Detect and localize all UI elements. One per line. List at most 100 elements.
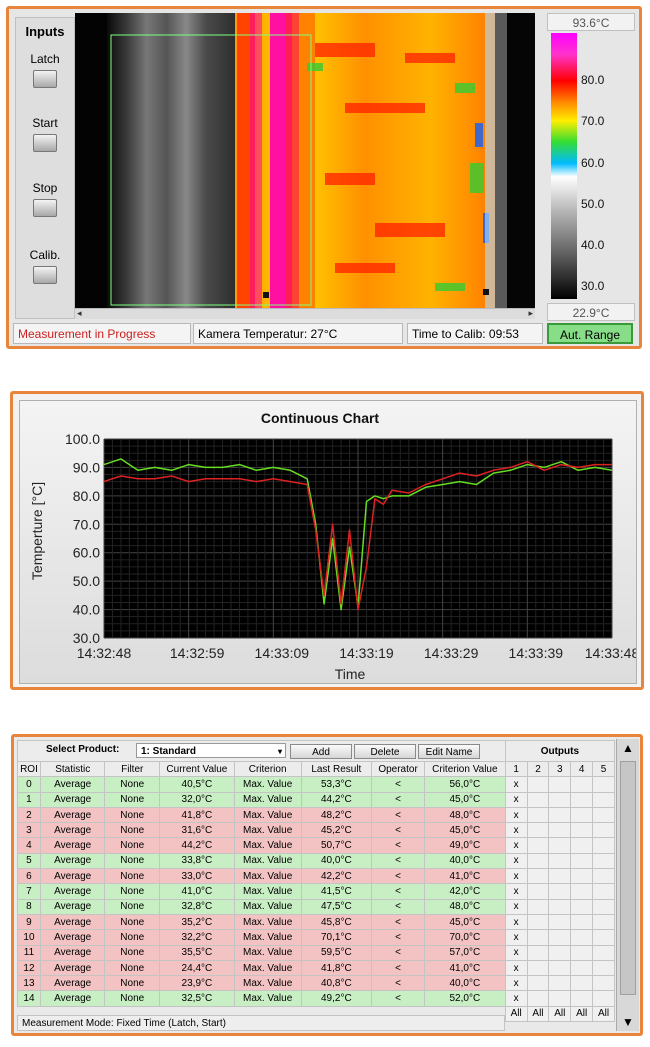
output-3-cell[interactable] bbox=[548, 852, 572, 870]
output-4-cell[interactable] bbox=[570, 806, 594, 824]
output-4-cell[interactable] bbox=[570, 852, 594, 870]
output-2-cell[interactable] bbox=[526, 929, 550, 946]
output-5-cell[interactable] bbox=[592, 852, 615, 870]
start-button[interactable] bbox=[33, 134, 57, 152]
scale-max[interactable]: 93.6°C bbox=[547, 13, 635, 31]
output-4-cell[interactable] bbox=[570, 959, 594, 977]
table-row[interactable]: 5 Average None 33,8°C Max. Value 40,0°C <40,0°… bbox=[17, 852, 615, 870]
output-5-cell[interactable] bbox=[592, 822, 615, 839]
output-1-cell[interactable]: x bbox=[504, 837, 528, 854]
latch-button[interactable] bbox=[33, 70, 57, 88]
output-5-cell[interactable] bbox=[592, 975, 615, 992]
output-3-cell[interactable] bbox=[548, 959, 572, 977]
output-1-cell[interactable]: x bbox=[504, 913, 528, 931]
output-3-cell[interactable] bbox=[548, 776, 572, 793]
output-4-cell[interactable] bbox=[570, 944, 594, 961]
output-4-cell[interactable] bbox=[570, 929, 594, 946]
output-1-cell[interactable]: x bbox=[504, 852, 528, 870]
output-5-cell[interactable] bbox=[592, 959, 615, 977]
table-row[interactable]: 6 Average None 33,0°C Max. Value 42,2°C <41,0°… bbox=[17, 868, 615, 885]
table-row[interactable]: 8 Average None 32,8°C Max. Value 47,5°C <48,0°… bbox=[17, 898, 615, 915]
output-4-cell[interactable] bbox=[570, 791, 594, 808]
output-all-4[interactable]: All bbox=[570, 1005, 594, 1023]
output-4-cell[interactable] bbox=[570, 975, 594, 992]
thermal-image[interactable] bbox=[75, 13, 535, 308]
scroll-right-icon[interactable]: ▸ bbox=[528, 308, 533, 318]
output-4-cell[interactable] bbox=[570, 913, 594, 931]
output-1-cell[interactable]: x bbox=[504, 791, 528, 808]
table-row[interactable]: 14 Average None 32,5°C Max. Value 49,2°C <52,0… bbox=[17, 990, 615, 1007]
delete-button[interactable]: Delete bbox=[354, 744, 416, 759]
output-4-cell[interactable] bbox=[570, 990, 594, 1007]
output-3-cell[interactable] bbox=[548, 975, 572, 992]
output-5-cell[interactable] bbox=[592, 990, 615, 1007]
output-2-cell[interactable] bbox=[526, 791, 550, 808]
chevron-down-icon[interactable]: ▾ bbox=[277, 747, 282, 756]
output-1-cell[interactable]: x bbox=[504, 990, 528, 1007]
output-5-cell[interactable] bbox=[592, 837, 615, 854]
output-1-cell[interactable]: x bbox=[504, 776, 528, 793]
output-1-cell[interactable]: x bbox=[504, 929, 528, 946]
table-row[interactable]: 13 Average None 23,9°C Max. Value 40,8°C <40,0… bbox=[17, 975, 615, 992]
output-2-cell[interactable] bbox=[526, 959, 550, 977]
output-2-cell[interactable] bbox=[526, 822, 550, 839]
output-3-cell[interactable] bbox=[548, 990, 572, 1007]
output-2-cell[interactable] bbox=[526, 944, 550, 961]
image-horizontal-scrollbar[interactable]: ◂ ▸ bbox=[75, 308, 535, 319]
table-row[interactable]: 3 Average None 31,6°C Max. Value 45,2°C <45,0°… bbox=[17, 822, 615, 839]
output-3-cell[interactable] bbox=[548, 944, 572, 961]
output-1-cell[interactable]: x bbox=[504, 868, 528, 885]
calib-button[interactable] bbox=[33, 266, 57, 284]
table-row[interactable]: 10 Average None 32,2°C Max. Value 70,1°C <70,0… bbox=[17, 929, 615, 946]
output-4-cell[interactable] bbox=[570, 837, 594, 854]
output-3-cell[interactable] bbox=[548, 868, 572, 885]
product-select[interactable]: 1: Standard ▾ bbox=[136, 743, 286, 758]
table-row[interactable]: 2 Average None 41,8°C Max. Value 48,2°C <48,0°… bbox=[17, 806, 615, 824]
scroll-up-icon[interactable]: ▲ bbox=[622, 741, 634, 755]
output-2-cell[interactable] bbox=[526, 776, 550, 793]
output-1-cell[interactable]: x bbox=[504, 898, 528, 915]
start-control[interactable]: Start bbox=[16, 116, 74, 152]
output-1-cell[interactable]: x bbox=[504, 975, 528, 992]
auto-range-button[interactable]: Aut. Range bbox=[547, 323, 633, 344]
edit-name-button[interactable]: Edit Name bbox=[418, 744, 480, 759]
latch-control[interactable]: Latch bbox=[16, 52, 74, 88]
output-3-cell[interactable] bbox=[548, 806, 572, 824]
output-5-cell[interactable] bbox=[592, 868, 615, 885]
output-2-cell[interactable] bbox=[526, 883, 550, 900]
table-row[interactable]: 1 Average None 32,0°C Max. Value 44,2°C <45,0°… bbox=[17, 791, 615, 808]
output-all-1[interactable]: All bbox=[504, 1005, 528, 1023]
output-5-cell[interactable] bbox=[592, 776, 615, 793]
output-3-cell[interactable] bbox=[548, 913, 572, 931]
output-4-cell[interactable] bbox=[570, 822, 594, 839]
output-4-cell[interactable] bbox=[570, 776, 594, 793]
stop-control[interactable]: Stop bbox=[16, 181, 74, 217]
output-2-cell[interactable] bbox=[526, 868, 550, 885]
table-vertical-scrollbar[interactable]: ▲ ▼ bbox=[616, 739, 639, 1031]
table-row[interactable]: 12 Average None 24,4°C Max. Value 41,8°C <41,0… bbox=[17, 959, 615, 977]
output-3-cell[interactable] bbox=[548, 883, 572, 900]
continuous-chart[interactable]: Continuous Chart 100.0 90.0 80.0 70.0 60.0 50… bbox=[20, 401, 639, 683]
output-1-cell[interactable]: x bbox=[504, 883, 528, 900]
output-all-2[interactable]: All bbox=[526, 1005, 550, 1023]
output-5-cell[interactable] bbox=[592, 929, 615, 946]
table-row[interactable]: 11 Average None 35,5°C Max. Value 59,5°C <57,0… bbox=[17, 944, 615, 961]
output-3-cell[interactable] bbox=[548, 822, 572, 839]
output-2-cell[interactable] bbox=[526, 806, 550, 824]
output-2-cell[interactable] bbox=[526, 898, 550, 915]
scroll-down-icon[interactable]: ▼ bbox=[622, 1015, 634, 1029]
output-3-cell[interactable] bbox=[548, 929, 572, 946]
table-row[interactable]: 9 Average None 35,2°C Max. Value 45,8°C <45,0°… bbox=[17, 913, 615, 931]
output-2-cell[interactable] bbox=[526, 975, 550, 992]
output-1-cell[interactable]: x bbox=[504, 822, 528, 839]
table-row[interactable]: 0 Average None 40,5°C Max. Value 53,3°C <56,0°… bbox=[17, 776, 615, 793]
calib-control[interactable]: Calib. bbox=[16, 248, 74, 284]
output-5-cell[interactable] bbox=[592, 944, 615, 961]
scale-min[interactable]: 22.9°C bbox=[547, 303, 635, 321]
output-5-cell[interactable] bbox=[592, 806, 615, 824]
scroll-left-icon[interactable]: ◂ bbox=[77, 308, 82, 318]
output-3-cell[interactable] bbox=[548, 837, 572, 854]
output-all-3[interactable]: All bbox=[548, 1005, 572, 1023]
output-1-cell[interactable]: x bbox=[504, 806, 528, 824]
output-5-cell[interactable] bbox=[592, 898, 615, 915]
